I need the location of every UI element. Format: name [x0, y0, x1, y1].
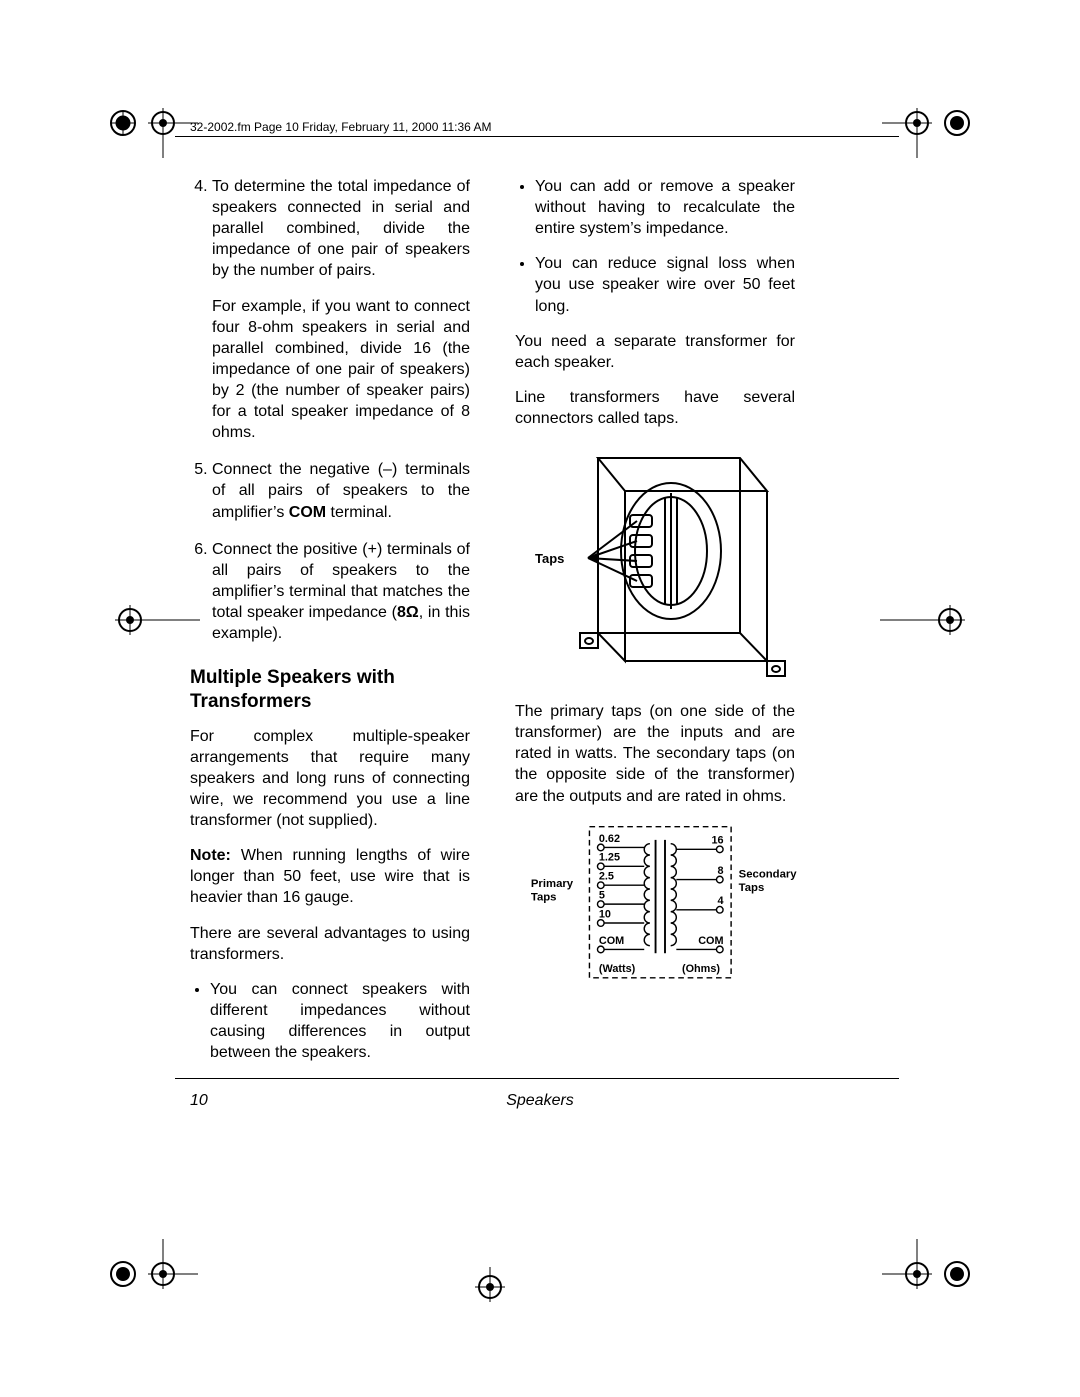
secondary-label-line1: Secondary [739, 868, 798, 880]
step-4-text-a: To determine the total impedance of spea… [212, 178, 470, 279]
secondary-value-1: 8 [718, 865, 724, 877]
crop-mark-bottom-left [108, 1239, 198, 1309]
header-rule [175, 136, 899, 137]
crop-mark-bottom-right [882, 1239, 972, 1309]
secondary-units: (Ohms) [682, 963, 720, 975]
running-header: 32-2002.fm Page 10 Friday, February 11, … [190, 120, 492, 134]
step-5-post: terminal. [326, 504, 392, 521]
advantage-3: You can reduce signal loss when you use … [535, 253, 795, 316]
note: Note: When running lengths of wire longe… [190, 845, 470, 908]
footer-rule [175, 1078, 899, 1079]
step-6-bold: 8Ω [397, 604, 419, 621]
svg-text:Primary Taps: Primary Taps [531, 878, 576, 903]
step-4-text-b: For example, if you want to connect four… [212, 296, 470, 444]
secondary-value-0: 16 [711, 834, 723, 846]
crop-mark-left [90, 600, 200, 640]
svg-text:Secondary Taps: Secondary Taps [739, 868, 800, 893]
secondary-label-line2: Taps [739, 882, 765, 894]
primary-units: (Watts) [599, 963, 636, 975]
advantages-list-left: You can connect speakers with different … [190, 979, 470, 1063]
para-4: Line transformers have several connector… [515, 387, 795, 429]
advantage-2: You can add or remove a speaker without … [535, 176, 795, 239]
step-5-bold: COM [289, 504, 326, 521]
crop-mark-top-left [108, 88, 198, 158]
primary-label-line2: Taps [531, 891, 557, 903]
left-column: To determine the total impedance of spea… [190, 176, 470, 1077]
secondary-value-2: 4 [718, 895, 724, 907]
para-2: There are several advantages to using tr… [190, 923, 470, 965]
right-column: You can add or remove a speaker without … [515, 176, 795, 1009]
primary-value-0: 0.62 [599, 832, 620, 844]
step-4: To determine the total impedance of spea… [212, 176, 470, 443]
primary-value-5: COM [599, 934, 624, 946]
subheading: Multiple Speakers with Transformers [190, 666, 470, 714]
figure-schematic: 0.62 1.25 2.5 5 10 COM (Watts) 16 8 4 CO… [515, 821, 795, 991]
figure-transformer: Taps [515, 443, 795, 683]
crop-mark-right [880, 600, 990, 640]
para-3: You need a separate transformer for each… [515, 331, 795, 373]
page: 32-2002.fm Page 10 Friday, February 11, … [0, 0, 1080, 1397]
crop-mark-top-right [882, 88, 972, 158]
advantage-1: You can connect speakers with different … [210, 979, 470, 1063]
primary-label-line1: Primary [531, 878, 574, 890]
crop-mark-bottom [430, 1267, 550, 1307]
para-5: The primary taps (on one side of the tra… [515, 701, 795, 807]
note-body: When running lengths of wire longer than… [190, 847, 470, 906]
secondary-value-3: COM [698, 934, 723, 946]
advantages-list-right: You can add or remove a speaker without … [515, 176, 795, 317]
primary-value-2: 2.5 [599, 870, 614, 882]
primary-value-3: 5 [599, 889, 605, 901]
numbered-steps: To determine the total impedance of spea… [190, 176, 470, 644]
footer-section-title: Speakers [0, 1092, 1080, 1110]
step-5: Connect the negative (–) terminals of al… [212, 459, 470, 522]
note-label: Note: [190, 847, 231, 864]
primary-value-1: 1.25 [599, 851, 620, 863]
para-1: For complex multiple-speaker arrangement… [190, 726, 470, 832]
primary-value-4: 10 [599, 908, 611, 920]
figure-taps-label: Taps [535, 551, 564, 566]
step-6: Connect the positive (+) terminals of al… [212, 539, 470, 645]
